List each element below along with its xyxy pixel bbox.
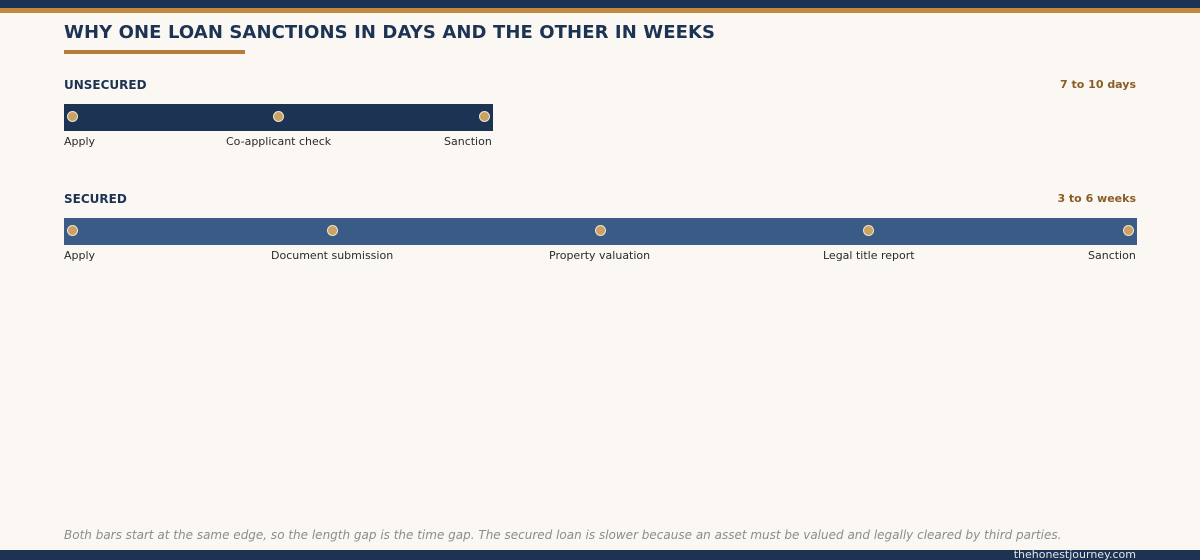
unsecured-milestone-sanction bbox=[479, 111, 490, 122]
secured-step-legal-title-report: Legal title report bbox=[823, 249, 915, 262]
page-title: WHY ONE LOAN SANCTIONS IN DAYS AND THE O… bbox=[64, 22, 716, 43]
secured-step-apply: Apply bbox=[64, 249, 96, 262]
secured-step-sanction: Sanction bbox=[1088, 249, 1136, 262]
secured-duration: 3 to 6 weeks bbox=[1057, 192, 1136, 205]
top-navy-band bbox=[0, 0, 1200, 8]
title-underline bbox=[64, 50, 245, 54]
site-url: thehonestjourney.com bbox=[1013, 550, 1136, 560]
bottom-band: thehonestjourney.com bbox=[0, 550, 1200, 560]
unsecured-duration: 7 to 10 days bbox=[1060, 78, 1136, 91]
secured-timeline-bar bbox=[64, 218, 1137, 245]
unsecured-step-co-applicant-check: Co-applicant check bbox=[226, 135, 332, 148]
secured-track-header: SECURED 3 to 6 weeks bbox=[64, 192, 1136, 208]
secured-step-property-valuation: Property valuation bbox=[549, 249, 651, 262]
unsecured-timeline-bar bbox=[64, 104, 493, 131]
unsecured-milestone-co-applicant-check bbox=[273, 111, 284, 122]
top-gold-band bbox=[0, 8, 1200, 13]
top-accent-stripe bbox=[0, 0, 1200, 13]
secured-label: SECURED bbox=[64, 192, 127, 206]
secured-milestone-apply bbox=[67, 225, 78, 236]
unsecured-step-apply: Apply bbox=[64, 135, 96, 148]
secured-milestone-sanction bbox=[1123, 225, 1134, 236]
footnote: Both bars start at the same edge, so the… bbox=[64, 528, 1062, 542]
secured-step-document-submission: Document submission bbox=[271, 249, 394, 262]
unsecured-step-sanction: Sanction bbox=[444, 135, 492, 148]
secured-milestone-legal-title-report bbox=[863, 225, 874, 236]
unsecured-track-header: UNSECURED 7 to 10 days bbox=[64, 78, 1136, 94]
secured-milestone-property-valuation bbox=[595, 225, 606, 236]
unsecured-label: UNSECURED bbox=[64, 78, 147, 92]
unsecured-milestone-apply bbox=[67, 111, 78, 122]
secured-milestone-document-submission bbox=[327, 225, 338, 236]
